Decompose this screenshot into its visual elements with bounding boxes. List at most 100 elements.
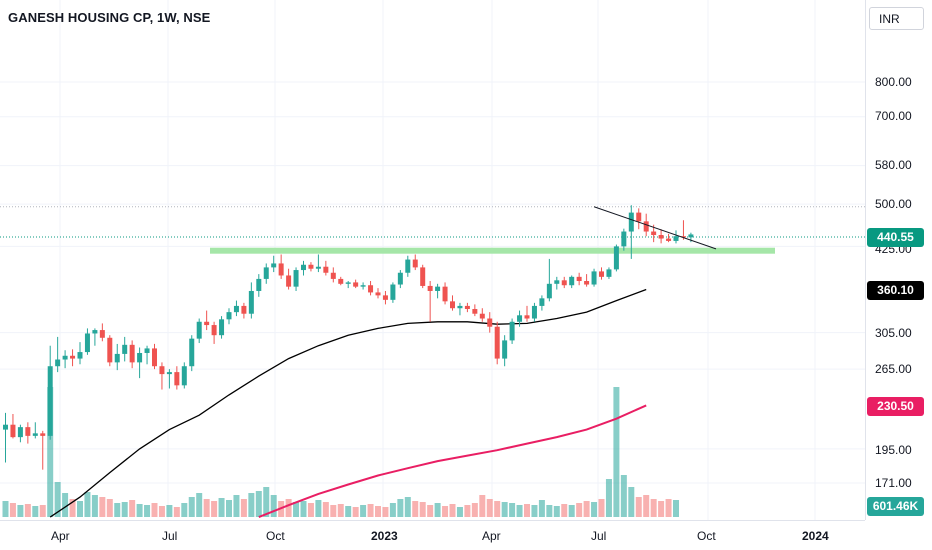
volume-bar: [121, 502, 128, 517]
volume-bar: [322, 502, 329, 517]
volume-bar: [583, 501, 590, 517]
volume-bar: [494, 501, 501, 517]
price-tick-label: 700.00: [875, 109, 912, 123]
candle-body: [286, 275, 292, 287]
volume-bar: [9, 503, 16, 517]
candle-body: [226, 312, 232, 320]
candle-body: [487, 318, 493, 327]
time-tick-label: 2024: [802, 529, 829, 543]
currency-selector[interactable]: INR: [869, 7, 924, 30]
time-axis[interactable]: [0, 520, 865, 550]
candle-body: [338, 278, 344, 284]
volume-bar: [173, 507, 180, 517]
volume-bar: [129, 500, 136, 517]
candle-body: [412, 259, 418, 268]
candle-body: [330, 272, 336, 279]
candle-body: [248, 290, 254, 314]
volume-bar: [605, 479, 612, 517]
candle-body: [397, 272, 403, 285]
candle-body: [345, 282, 351, 284]
chart-plot-area[interactable]: [0, 0, 865, 520]
candle-body: [55, 359, 61, 367]
candle-body: [129, 344, 135, 363]
candle-body: [233, 305, 239, 313]
volume-bar: [158, 506, 165, 517]
candle-body: [554, 280, 560, 284]
candle-body: [159, 366, 165, 375]
chart-title: GANESH HOUSING CP, 1W, NSE: [8, 10, 211, 25]
candle-body: [576, 276, 582, 282]
price-tick-label: 500.00: [875, 197, 912, 211]
volume-bar: [442, 506, 449, 517]
time-tick-label: Jul: [162, 529, 178, 543]
candle-body: [92, 330, 98, 334]
candle-body: [509, 321, 515, 341]
candle-body: [144, 348, 150, 353]
volume-bar: [345, 506, 352, 517]
volume-bar: [248, 493, 255, 517]
candle-body: [107, 337, 113, 363]
candle-body: [382, 295, 388, 300]
volume-badge: 601.46K: [867, 497, 924, 516]
volume-bar: [367, 504, 374, 517]
volume-bar: [620, 475, 627, 517]
volume-bar: [181, 503, 188, 517]
candle-body: [47, 366, 53, 436]
volume-bar: [211, 501, 218, 517]
volume-bar: [591, 502, 598, 517]
volume-bar: [516, 505, 523, 517]
candle-body: [599, 271, 604, 277]
volume-bar: [501, 502, 508, 517]
volume-bar: [337, 504, 344, 517]
volume-bar: [106, 499, 113, 517]
volume-bar: [62, 493, 69, 517]
price-chart[interactable]: [0, 0, 865, 520]
price-axis[interactable]: [865, 0, 932, 520]
candle-body: [584, 281, 590, 285]
candle-body: [211, 325, 217, 336]
volume-bar: [665, 499, 672, 517]
time-tick-label: 2023: [371, 529, 398, 543]
time-tick-label: Jul: [591, 529, 607, 543]
candle-body: [32, 433, 38, 436]
candle-body: [241, 305, 247, 314]
volume-bar: [144, 505, 151, 517]
volume-bar: [509, 503, 516, 517]
volume-bar: [2, 501, 9, 517]
candle-body: [77, 352, 83, 359]
candle-body: [174, 372, 180, 386]
price-tick-label: 171.00: [875, 476, 912, 490]
candle-body: [40, 433, 46, 436]
last-price-badge: 440.55: [867, 228, 924, 247]
candle-body: [613, 246, 619, 270]
candle-body: [479, 313, 485, 319]
volume-bar: [643, 495, 650, 517]
volume-bar: [315, 500, 322, 517]
volume-bar: [54, 482, 61, 517]
volume-bar: [218, 498, 225, 517]
candle-body: [546, 283, 552, 299]
candle-body: [539, 298, 545, 306]
candle-body: [427, 285, 433, 291]
candle-body: [70, 355, 76, 359]
ma-long-badge: 230.50: [867, 397, 924, 416]
volume-bar: [300, 501, 307, 517]
volume-bar: [389, 503, 396, 517]
candle-body: [531, 305, 537, 319]
volume-bar: [352, 507, 359, 517]
price-tick-label: 800.00: [875, 75, 912, 89]
candle-body: [502, 340, 508, 359]
volume-bar: [449, 504, 456, 517]
volume-bar: [464, 505, 471, 517]
support-zone: [210, 247, 775, 254]
price-tick-label: 265.00: [875, 362, 912, 376]
candle-body: [256, 278, 262, 291]
volume-bar: [203, 499, 210, 517]
candle-body: [10, 424, 16, 438]
candle-body: [680, 236, 686, 238]
price-tick-label: 195.00: [875, 443, 912, 457]
candle-body: [99, 330, 105, 338]
volume-bar: [196, 493, 203, 517]
candle-body: [442, 286, 448, 302]
volume-bar: [397, 499, 404, 517]
